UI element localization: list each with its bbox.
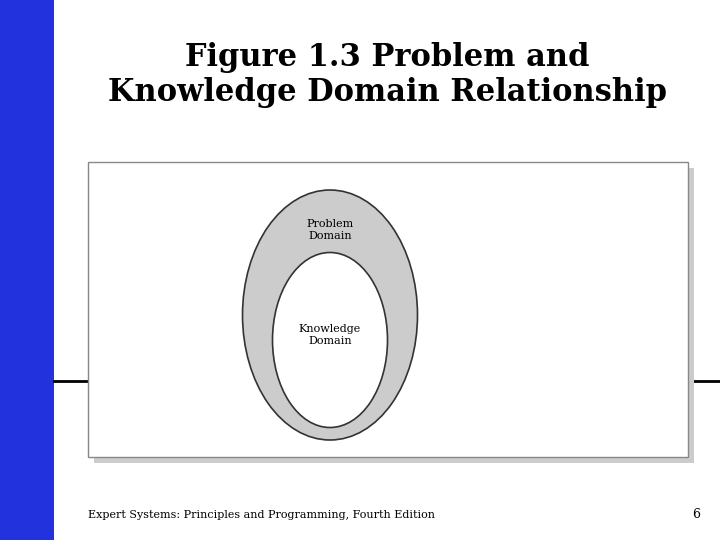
- Text: Expert Systems: Principles and Programming, Fourth Edition: Expert Systems: Principles and Programmi…: [88, 510, 435, 520]
- Bar: [88, 162, 688, 457]
- Ellipse shape: [272, 253, 387, 428]
- Text: Knowledge
Domain: Knowledge Domain: [299, 324, 361, 346]
- Ellipse shape: [243, 190, 418, 440]
- Text: 6: 6: [692, 509, 700, 522]
- Text: Problem
Domain: Problem Domain: [307, 219, 354, 241]
- Bar: [0, 0, 54, 540]
- Text: Figure 1.3 Problem and
Knowledge Domain Relationship: Figure 1.3 Problem and Knowledge Domain …: [107, 42, 667, 108]
- Bar: [94, 168, 694, 463]
